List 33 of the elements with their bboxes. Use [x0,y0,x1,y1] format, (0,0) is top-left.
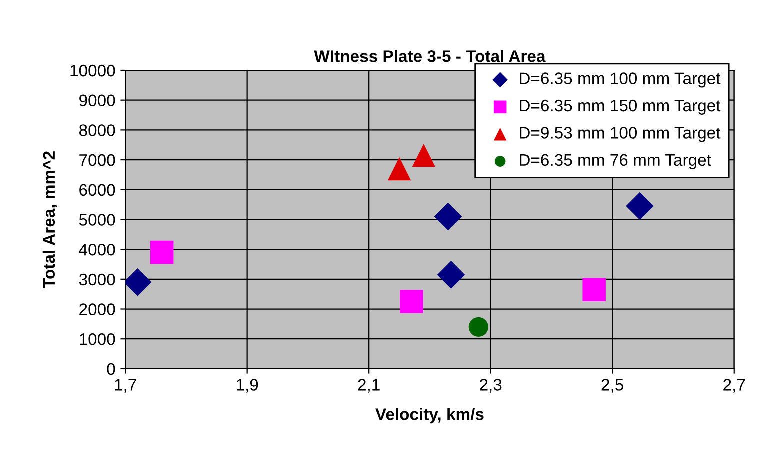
x-axis-title: Velocity, km/s [376,408,484,424]
legend-label: D=6.35 mm 76 mm Target [520,154,712,170]
y-tick-label: 3000 [79,274,116,286]
y-tick-label: 8000 [79,124,116,136]
point [412,144,436,168]
point [626,192,654,220]
y-tick-label: 6000 [80,184,116,196]
y-tick-label: 5000 [79,214,116,226]
legend-label: D=6.35 mm 150 mm Target [520,100,721,115]
x-tick-label: 1,7 [115,379,136,393]
legend-label: D=6.35 mm 100 mm Target [520,72,721,88]
y-tick-label: 10000 [70,64,116,77]
point [434,202,462,231]
point [388,157,412,181]
x-tick-label: 2,5 [602,379,624,393]
y-tick-label: 1000 [80,334,116,346]
x-tick-label: 2,1 [358,379,380,393]
y-tick-label: 2000 [80,304,116,316]
chart-title: WItness Plate 3-5 - Total Area [314,50,546,62]
y-tick-label: 0 [107,363,116,376]
point [150,240,174,264]
point [437,261,466,289]
y-tick-label: 7000 [80,154,116,166]
x-tick-label: 2,3 [480,379,502,393]
x-tick-label: 1,9 [237,379,258,393]
point [468,317,488,337]
y-tick-label: 9000 [80,94,116,107]
y-tick-label: 4000 [79,244,116,256]
y-axis-title: Total Area, mm^2 [42,152,58,288]
point [582,278,606,302]
x-tick-label: 2,7 [724,379,746,393]
legend-label: D=9.53 mm 100 mm Target [520,127,721,142]
point [400,290,424,314]
